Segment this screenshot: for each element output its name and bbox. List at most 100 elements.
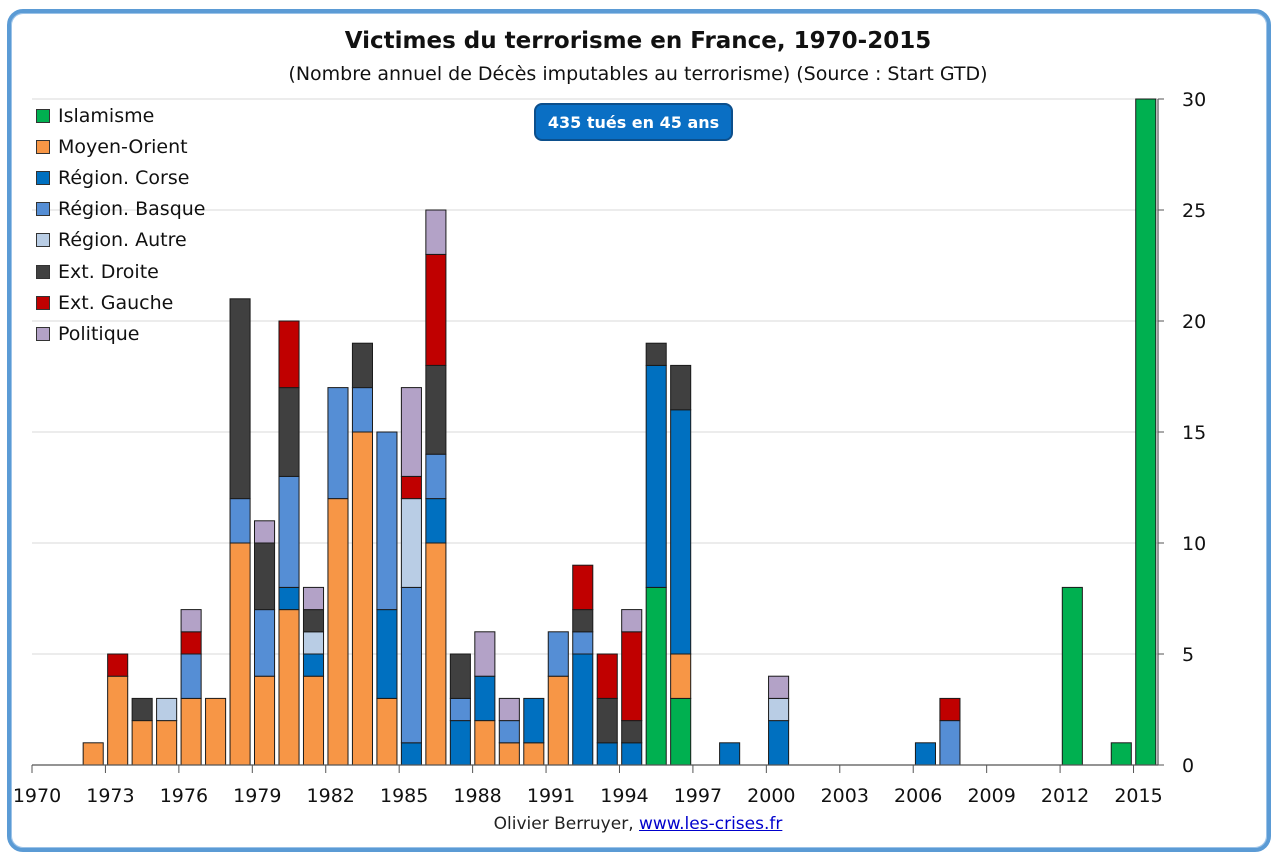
legend-item: Ext. Droite	[36, 256, 206, 287]
bar-segment-1985-politique	[400, 387, 422, 477]
credit-author: Olivier Berruyer,	[493, 814, 634, 834]
bar-segment-1996-islamisme	[670, 697, 692, 766]
bar-segment-1983-ext-droite	[351, 342, 373, 389]
bar-segment-1978-ext-droite	[229, 298, 251, 500]
legend-label: Région. Basque	[58, 198, 206, 221]
x-tick-label: 2009	[967, 785, 1015, 807]
x-tick-label: 1988	[453, 785, 501, 807]
bar-segment-1988-moyen-orient	[474, 720, 496, 766]
legend-label: Politique	[58, 322, 140, 345]
legend-swatch	[36, 139, 50, 154]
y-tick-label: 25	[1182, 200, 1206, 222]
bar-segment-1985-r-gion-basque	[400, 586, 422, 744]
bar-segment-1991-moyen-orient	[547, 675, 569, 766]
bar-segment-1975-moyen-orient	[156, 720, 178, 766]
credit-link[interactable]: www.les-crises.fr	[639, 814, 783, 834]
bar-segment-1978-r-gion-basque	[229, 498, 251, 544]
bar-segment-1974-ext-droite	[131, 697, 153, 722]
x-tick-label: 1973	[86, 785, 134, 807]
bar-segment-1986-r-gion-corse	[425, 498, 447, 544]
x-tick-label: 1976	[160, 785, 208, 807]
bar-segment-2000-r-gion-autre	[768, 697, 790, 722]
bar-segment-2012-islamisme	[1061, 586, 1083, 766]
x-tick-label: 1991	[527, 785, 575, 807]
bar-segment-1988-r-gion-corse	[474, 675, 496, 722]
x-tick-label: 2015	[1114, 785, 1162, 807]
bar-segment-1993-ext-gauche	[596, 653, 618, 699]
legend-swatch	[36, 326, 50, 341]
bar-segment-1990-r-gion-corse	[523, 697, 545, 744]
bar-segment-1985-r-gion-corse	[400, 742, 422, 766]
legend-label: Région. Autre	[58, 229, 187, 252]
x-tick-label: 1994	[600, 785, 648, 807]
bar-segment-1995-islamisme	[645, 586, 667, 766]
bar-segment-1979-moyen-orient	[254, 675, 276, 766]
bar-segment-1979-ext-droite	[254, 542, 276, 611]
bar-segment-1980-moyen-orient	[278, 609, 300, 766]
bar-segment-1994-politique	[621, 609, 643, 633]
x-tick-label: 1982	[307, 785, 355, 807]
bar-segment-1989-moyen-orient	[498, 742, 520, 766]
legend-label: Région. Corse	[58, 166, 190, 189]
x-tick-label: 1985	[380, 785, 428, 807]
bar-segment-1974-moyen-orient	[131, 720, 153, 766]
bar-segment-1976-ext-gauche	[180, 631, 202, 655]
legend-label: Moyen-Orient	[58, 135, 188, 158]
bar-segment-1977-moyen-orient	[205, 697, 227, 766]
legend-item: Moyen-Orient	[36, 131, 206, 162]
legend-item: Politique	[36, 318, 206, 349]
total-victims-badge: 435 tués en 45 ans	[534, 103, 733, 141]
bar-segment-1976-politique	[180, 609, 202, 633]
bar-segment-1994-r-gion-corse	[621, 742, 643, 766]
bar-segment-1982-r-gion-basque	[327, 387, 349, 500]
y-tick-label: 30	[1182, 89, 1206, 111]
legend-item: Islamisme	[36, 100, 206, 131]
bar-segment-1980-r-gion-corse	[278, 586, 300, 611]
bar-segment-1986-r-gion-basque	[425, 453, 447, 500]
bar-segment-1996-ext-droite	[670, 364, 692, 411]
bar-segment-1972-moyen-orient	[82, 742, 104, 766]
x-tick-label: 1970	[13, 785, 61, 807]
chart-subtitle: (Nombre annuel de Décès imputables au te…	[288, 63, 988, 85]
bar-segment-1987-r-gion-basque	[449, 697, 471, 722]
legend-label: Ext. Droite	[58, 260, 159, 283]
bar-segment-1982-moyen-orient	[327, 498, 349, 766]
bar-segment-1990-moyen-orient	[523, 742, 545, 766]
bar-segment-1976-moyen-orient	[180, 697, 202, 766]
bar-segment-1981-moyen-orient	[302, 675, 325, 766]
bar-segment-1976-r-gion-basque	[180, 653, 202, 699]
bar-segment-1995-ext-droite	[645, 342, 667, 366]
bar-segment-1985-r-gion-autre	[400, 498, 422, 588]
bar-segment-1986-ext-droite	[425, 364, 447, 455]
bar-segment-1985-ext-gauche	[400, 475, 422, 500]
bar-segment-2014-islamisme	[1110, 742, 1132, 766]
bar-segment-1981-politique	[302, 586, 325, 611]
bar-segment-1979-politique	[254, 520, 276, 544]
bar-segment-1986-ext-gauche	[425, 253, 447, 366]
bar-segment-1987-r-gion-corse	[449, 720, 471, 766]
bar-segment-1981-ext-droite	[302, 609, 325, 633]
x-tick-label: 2006	[894, 785, 942, 807]
bar-segment-1979-r-gion-basque	[254, 609, 276, 677]
x-tick-label: 2000	[747, 785, 795, 807]
legend-item: Région. Corse	[36, 162, 206, 193]
bar-segment-1988-politique	[474, 631, 496, 677]
x-tick-label: 2003	[821, 785, 869, 807]
bar-segment-1980-ext-gauche	[278, 320, 300, 389]
bar-segment-1992-ext-gauche	[572, 564, 594, 611]
bar-segment-1995-r-gion-corse	[645, 364, 667, 588]
bar-segment-1980-r-gion-basque	[278, 475, 300, 588]
legend-label: Islamisme	[58, 104, 155, 127]
legend-swatch	[36, 264, 50, 279]
legend-item: Région. Autre	[36, 225, 206, 256]
legend-swatch	[36, 170, 50, 185]
bar-segment-1984-r-gion-corse	[376, 609, 398, 699]
bar-segment-1986-politique	[425, 209, 447, 255]
bar-segment-1983-r-gion-basque	[351, 387, 373, 433]
bar-segment-1994-ext-droite	[621, 720, 643, 744]
bar-segment-2007-ext-gauche	[939, 697, 961, 722]
bar-segment-1994-ext-gauche	[621, 631, 643, 722]
bar-segment-1980-ext-droite	[278, 387, 300, 477]
y-tick-label: 0	[1182, 755, 1194, 777]
